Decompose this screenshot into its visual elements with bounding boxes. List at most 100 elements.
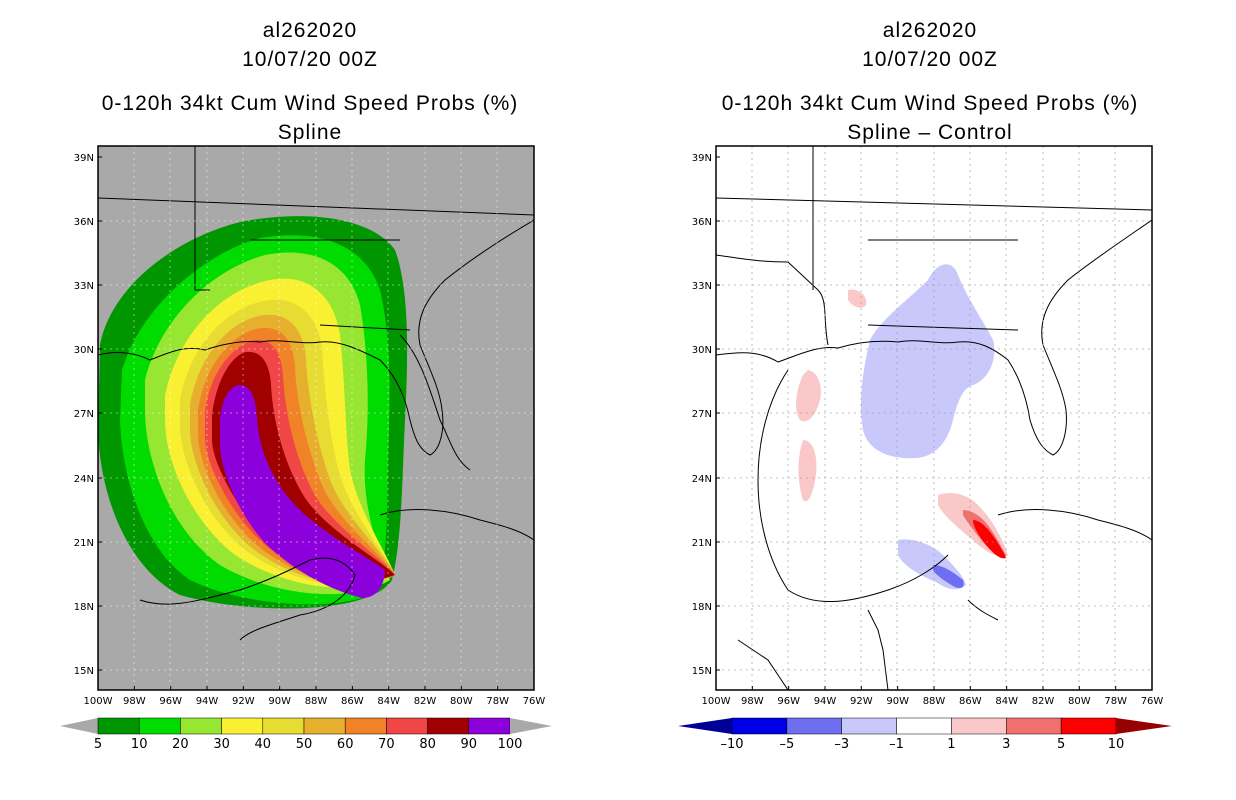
colorbar-label: 5: [94, 737, 102, 752]
lon-label: 92W: [850, 696, 873, 707]
diff-positive-1b: [798, 440, 817, 502]
diff-positive-1c: [848, 289, 867, 308]
lat-label: 27N: [74, 409, 94, 420]
left-datetime: 10/07/20 00Z: [242, 48, 378, 71]
left-title-block: al262020 10/07/20 00Z 0-120h 34kt Cum Wi…: [40, 16, 580, 147]
colorbar-high-arrow: [1116, 718, 1172, 734]
lon-label: 90W: [268, 696, 291, 707]
colorbar-label: 3: [1002, 737, 1010, 752]
colorbar-label: –10: [720, 737, 743, 752]
colorbar-low-arrow: [678, 718, 732, 734]
right-coastlines: [716, 146, 1152, 690]
colorbar-swatch: [841, 717, 897, 735]
left-probability-field: [98, 216, 408, 609]
colorbar-swatch: [951, 717, 1007, 735]
left-map: 39N 36N 33N 30N 27N 24N 21N 18N 15N 100W 98W 96W 94…: [60, 145, 552, 752]
lat-label: 21N: [692, 538, 712, 549]
lon-label: 98W: [123, 696, 146, 707]
colorbar-label: 1: [947, 737, 955, 752]
right-title-block: al262020 10/07/20 00Z 0-120h 34kt Cum Wi…: [660, 16, 1200, 147]
lon-label: 88W: [923, 696, 946, 707]
gulf-coast-outline: [98, 219, 534, 456]
left-storm-id: al262020: [262, 19, 358, 42]
yucatan-outline: [139, 557, 356, 641]
lat-label: 39N: [692, 153, 712, 164]
lon-label: 96W: [777, 696, 800, 707]
colorbar-swatch: [97, 717, 140, 735]
lat-label: 30N: [692, 345, 712, 356]
lon-label: 100W: [702, 696, 731, 707]
colorbar-swatch: [138, 717, 181, 735]
colorbar-swatch: [427, 717, 470, 735]
lat-label: 36N: [74, 217, 94, 228]
right-lon-labels: 100W 98W 96W 94W 92W 90W 88W 86W 84W 82W 80W 78W 76W: [702, 686, 1164, 707]
lat-label: 33N: [74, 281, 94, 292]
right-lat-labels: 39N 36N 33N 30N 27N 24N 21N 18N 15N: [692, 153, 720, 677]
right-colorbar: –10 –5 –3 –1 1 3 5 10: [678, 717, 1172, 752]
lon-label: 76W: [1141, 696, 1164, 707]
prob-contour-90: [220, 385, 385, 598]
colorbar-label: –5: [779, 737, 794, 752]
colorbar-swatch: [786, 717, 842, 735]
lon-label: 100W: [84, 696, 113, 707]
colorbar-label: 20: [172, 737, 189, 752]
lon-label: 78W: [1104, 696, 1127, 707]
lat-label: 21N: [74, 538, 94, 549]
colorbar-label: 70: [378, 737, 395, 752]
lat-label: 36N: [692, 217, 712, 228]
lon-label: 80W: [450, 696, 473, 707]
colorbar-label: 10: [131, 737, 148, 752]
lon-label: 90W: [886, 696, 909, 707]
right-datetime: 10/07/20 00Z: [862, 48, 998, 71]
left-product-title: 0-120h 34kt Cum Wind Speed Probs (%): [101, 92, 519, 115]
colorbar-swatch: [1006, 717, 1062, 735]
cuba-outline: [379, 509, 534, 541]
lat-label: 27N: [692, 409, 712, 420]
lon-label: 80W: [1068, 696, 1091, 707]
colorbar-label: –1: [889, 737, 904, 752]
right-gridlines: [716, 146, 1152, 690]
lon-label: 96W: [159, 696, 182, 707]
colorbar-label: 30: [213, 737, 230, 752]
diff-positive-10: [973, 520, 1006, 559]
colorbar-swatch: [303, 717, 346, 735]
colorbar-label: 80: [419, 737, 436, 752]
lat-label: 24N: [692, 474, 712, 485]
right-difference-field: [796, 264, 1008, 590]
colorbar-high-arrow: [510, 718, 552, 734]
lon-label: 98W: [741, 696, 764, 707]
lon-label: 94W: [814, 696, 837, 707]
colorbar-label: 90: [461, 737, 478, 752]
lon-label: 82W: [414, 696, 437, 707]
colorbar-swatch: [262, 717, 305, 735]
colorbar-low-arrow: [60, 718, 98, 734]
state-line-2: [194, 146, 210, 291]
lon-label: 82W: [1032, 696, 1055, 707]
right-subtitle: Spline – Control: [847, 121, 1013, 144]
lon-label: 84W: [377, 696, 400, 707]
lat-label: 18N: [74, 602, 94, 613]
colorbar-swatch: [221, 717, 264, 735]
diff-negative-5: [933, 565, 964, 588]
left-gridlines: [98, 146, 534, 690]
lon-label: 94W: [196, 696, 219, 707]
lon-label: 88W: [305, 696, 328, 707]
right-storm-id: al262020: [882, 19, 978, 42]
lon-label: 84W: [995, 696, 1018, 707]
colorbar-label: 10: [1108, 737, 1125, 752]
colorbar-swatch: [1060, 717, 1117, 735]
colorbar-label: 40: [255, 737, 272, 752]
colorbar-label: 50: [296, 737, 313, 752]
florida-outline: [399, 334, 471, 471]
lon-label: 92W: [232, 696, 255, 707]
colorbar-swatch: [344, 717, 387, 735]
lat-label: 39N: [74, 153, 94, 164]
left-colorbar: 5 10 20 30 40 50 60 70 80 90 100: [60, 717, 552, 752]
colorbar-swatch: [468, 717, 511, 735]
right-map: 39N 36N 33N 30N 27N 24N 21N 18N 15N 100W 98W 96W 94…: [678, 145, 1172, 752]
state-line-4: [319, 324, 411, 331]
lon-label: 76W: [523, 696, 546, 707]
colorbar-label: 60: [337, 737, 354, 752]
left-subtitle: Spline: [277, 121, 343, 144]
lon-label: 78W: [486, 696, 509, 707]
